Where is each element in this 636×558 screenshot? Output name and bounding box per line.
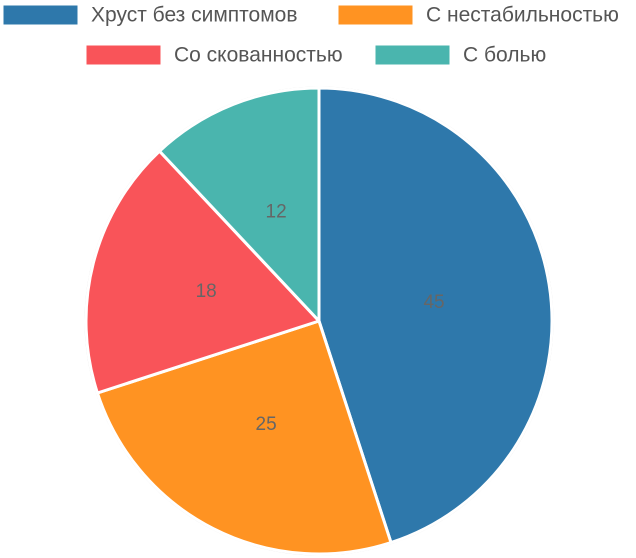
legend-label: Со скованностью bbox=[174, 44, 343, 67]
legend-item: С болью bbox=[374, 44, 546, 67]
legend-item: С нестабильностью bbox=[337, 4, 619, 27]
legend-label: С нестабильностью bbox=[426, 4, 619, 27]
value-label: 12 bbox=[266, 202, 287, 223]
value-label: 18 bbox=[196, 281, 217, 302]
legend-swatch bbox=[2, 4, 79, 26]
legend-label: Хруст без симптомов bbox=[91, 4, 298, 27]
legend-swatch bbox=[85, 44, 162, 66]
legend-swatch bbox=[374, 44, 451, 66]
pie-slice bbox=[84, 149, 321, 395]
legend-item: Хруст без симптомов bbox=[2, 4, 298, 27]
pie-slice bbox=[95, 319, 393, 556]
value-label: 45 bbox=[423, 292, 444, 313]
pie-slice bbox=[317, 86, 554, 545]
legend-swatch bbox=[337, 4, 414, 26]
pie-slice bbox=[158, 86, 321, 323]
value-label: 25 bbox=[256, 414, 277, 435]
legend-item: Со скованностью bbox=[85, 44, 343, 67]
legend-label: С болью bbox=[463, 44, 546, 67]
